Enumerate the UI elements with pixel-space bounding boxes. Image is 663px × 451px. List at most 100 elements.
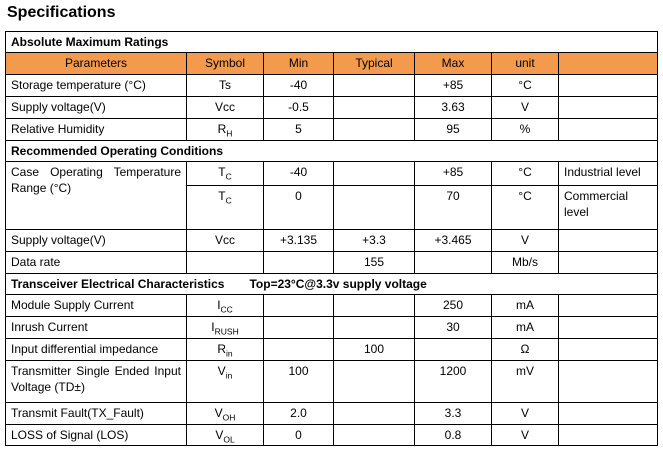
note-cell: Industrial level <box>557 161 659 186</box>
param-value: LOSS of Signal (LOS) <box>11 428 129 442</box>
symbol-subscript: OH <box>222 412 236 423</box>
table-row: Transmit Fault(TX_Fault) VOH 2.0 3.3 V <box>5 402 659 425</box>
note-cell: Commercial level <box>557 185 659 230</box>
min-cell: 100 <box>263 360 334 403</box>
max-value: 3.63 <box>441 100 465 114</box>
typical-cell <box>333 316 415 339</box>
column-header-blank <box>557 52 659 75</box>
section-header-row: Transceiver Electrical Characteristics To… <box>4 273 659 295</box>
param-cell: Transmitter Single Ended Input Voltage (… <box>5 360 187 403</box>
symbol-cell: Vcc <box>186 229 264 252</box>
note-cell <box>557 118 659 141</box>
typical-cell <box>333 118 415 141</box>
symbol-subscript: H <box>226 128 233 139</box>
max-cell <box>414 338 492 361</box>
unit-value: V <box>520 428 529 442</box>
param-value: Transmit Fault(TX_Fault) <box>11 406 144 420</box>
column-header-min: Min <box>263 52 334 75</box>
unit-value: mA <box>516 298 534 312</box>
table-row: LOSS of Signal (LOS) VOL 0 0.8 V <box>5 424 659 446</box>
unit-cell: mV <box>491 360 559 403</box>
symbol-value: Vcc <box>214 100 235 114</box>
symbol-value: Ts <box>219 78 231 92</box>
typical-cell <box>333 96 415 119</box>
symbol-value: V <box>215 428 224 442</box>
typical-cell: +3.3 <box>333 229 415 252</box>
unit-value: °C <box>518 165 532 179</box>
section-title: Recommended Operating Conditions <box>11 144 224 158</box>
symbol-cell: RH <box>186 118 264 141</box>
note-cell <box>557 424 659 446</box>
symbol-cell: IRUSH <box>186 316 264 339</box>
param-value: Relative Humidity <box>11 122 105 136</box>
min-value: 5 <box>295 122 302 136</box>
symbol-value: I <box>211 320 215 334</box>
symbol-cell: Vcc <box>186 96 264 119</box>
param-cell: Module Supply Current <box>5 294 187 317</box>
unit-value: % <box>519 122 531 136</box>
unit-cell: V <box>491 402 559 425</box>
typical-cell <box>333 424 415 446</box>
typical-value: 100 <box>363 342 385 356</box>
symbol-subscript: RUSH <box>214 326 239 337</box>
unit-value: Ω <box>520 342 530 356</box>
param-value: Storage temperature (°C) <box>11 78 146 92</box>
symbol-cell: TC <box>186 161 264 186</box>
param-cell: Inrush Current <box>5 316 187 339</box>
param-cell: LOSS of Signal (LOS) <box>5 424 187 446</box>
unit-value: mA <box>516 320 534 334</box>
unit-value: V <box>520 233 529 247</box>
column-header-max: Max <box>414 52 492 75</box>
typical-cell <box>333 185 415 230</box>
note-cell <box>557 402 659 425</box>
max-cell <box>414 251 492 274</box>
unit-value: Mb/s <box>511 255 538 269</box>
param-value: Input differential impedance <box>11 342 159 356</box>
typical-cell <box>333 294 415 317</box>
symbol-subscript: C <box>225 195 232 206</box>
param-value: Module Supply Current <box>11 298 134 312</box>
param-cell: Storage temperature (°C) <box>5 74 187 97</box>
symbol-cell: Ts <box>186 74 264 97</box>
param-value: Supply voltage(V) <box>11 100 106 114</box>
param-value: Data rate <box>11 255 61 269</box>
max-value: 3.3 <box>444 406 462 420</box>
symbol-subscript: in <box>226 348 233 359</box>
param-cell: Supply voltage(V) <box>5 96 187 119</box>
min-cell: 0 <box>263 185 334 230</box>
param-cell: Relative Humidity <box>5 118 187 141</box>
spec-table: Absolute Maximum Ratings Parameters Symbol… <box>4 31 659 446</box>
max-value: +85 <box>442 78 464 92</box>
table-row: Input differential impedance Rin 100 Ω <box>5 338 659 361</box>
note-value: Industrial level <box>564 165 641 179</box>
min-cell: 0 <box>263 424 334 446</box>
param-value: Supply voltage(V) <box>11 233 106 247</box>
note-value: Commercial level <box>564 189 629 219</box>
column-header-symbol: Symbol <box>186 52 264 75</box>
min-cell: 2.0 <box>263 402 334 425</box>
unit-cell: mA <box>491 316 559 339</box>
symbol-value: T <box>218 165 226 179</box>
unit-cell: V <box>491 96 559 119</box>
section-header-row: Absolute Maximum Ratings <box>4 31 659 53</box>
symbol-subscript: OL <box>223 434 235 445</box>
section-header-row: Recommended Operating Conditions <box>4 140 659 162</box>
note-cell <box>557 74 659 97</box>
param-cell: Input differential impedance <box>5 338 187 361</box>
typical-cell: 100 <box>333 338 415 361</box>
section-title: Transceiver Electrical Characteristics <box>11 277 225 291</box>
table-row: Supply voltage(V) Vcc -0.5 3.63 V <box>5 96 659 119</box>
symbol-value: R <box>217 342 227 356</box>
max-cell: +85 <box>414 161 492 186</box>
max-value: +85 <box>442 165 464 179</box>
param-value: Case Operating Temperature Range (°C) <box>11 165 181 195</box>
max-value: 30 <box>446 320 460 334</box>
max-cell: +85 <box>414 74 492 97</box>
max-cell: 0.8 <box>414 424 492 446</box>
min-value: -40 <box>289 165 308 179</box>
max-cell: 3.63 <box>414 96 492 119</box>
table-row: Inrush Current IRUSH 30 mA <box>5 316 659 339</box>
note-cell <box>557 294 659 317</box>
max-cell: 3.3 <box>414 402 492 425</box>
param-value: Transmitter Single Ended Input Voltage (… <box>11 364 181 394</box>
